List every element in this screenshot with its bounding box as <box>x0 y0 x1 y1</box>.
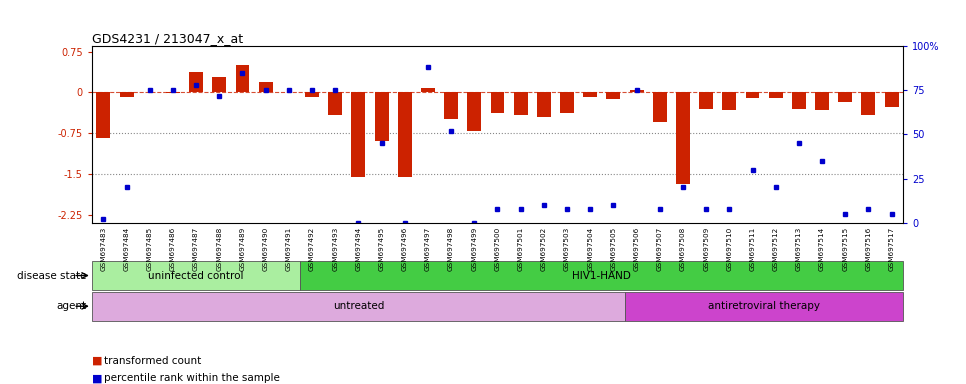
Bar <box>607 92 620 99</box>
Text: GSM697500: GSM697500 <box>495 227 500 271</box>
Text: GSM697484: GSM697484 <box>124 227 129 271</box>
Text: GSM697509: GSM697509 <box>703 227 709 271</box>
Text: GSM697495: GSM697495 <box>379 227 384 271</box>
Bar <box>653 92 667 122</box>
Text: ■: ■ <box>92 356 102 366</box>
Bar <box>259 83 272 92</box>
Text: GSM697512: GSM697512 <box>773 227 779 271</box>
Text: GSM697516: GSM697516 <box>866 227 871 271</box>
Text: GSM697515: GSM697515 <box>842 227 848 271</box>
Bar <box>625 292 903 321</box>
Text: GSM697488: GSM697488 <box>216 227 222 271</box>
Bar <box>560 92 574 113</box>
Text: GSM697504: GSM697504 <box>587 227 593 271</box>
Bar <box>92 292 625 321</box>
Text: GSM697486: GSM697486 <box>170 227 176 271</box>
Bar <box>514 92 527 115</box>
Text: antiretroviral therapy: antiretroviral therapy <box>708 301 820 311</box>
Bar <box>421 88 435 92</box>
Text: GSM697514: GSM697514 <box>819 227 825 271</box>
Text: GSM697513: GSM697513 <box>796 227 802 271</box>
Text: GSM697496: GSM697496 <box>402 227 408 271</box>
Text: GSM697493: GSM697493 <box>332 227 338 271</box>
Bar <box>398 92 412 177</box>
Bar <box>92 261 300 290</box>
Bar <box>746 92 759 98</box>
Bar <box>375 92 388 141</box>
Text: GSM697494: GSM697494 <box>355 227 361 271</box>
Bar <box>305 92 319 97</box>
Bar <box>120 92 133 97</box>
Bar <box>328 92 342 115</box>
Bar <box>885 92 898 108</box>
Text: GSM697511: GSM697511 <box>750 227 755 271</box>
Text: GSM697487: GSM697487 <box>193 227 199 271</box>
Text: GSM697502: GSM697502 <box>541 227 547 271</box>
Bar <box>213 77 226 92</box>
Bar <box>723 92 736 110</box>
Bar <box>792 92 806 109</box>
Text: GSM697497: GSM697497 <box>425 227 431 271</box>
Text: GSM697491: GSM697491 <box>286 227 292 271</box>
Text: GDS4231 / 213047_x_at: GDS4231 / 213047_x_at <box>92 32 242 45</box>
Text: GSM697510: GSM697510 <box>726 227 732 271</box>
Text: percentile rank within the sample: percentile rank within the sample <box>104 373 280 383</box>
Text: GSM697517: GSM697517 <box>889 227 895 271</box>
Text: disease state: disease state <box>17 270 87 281</box>
Text: untreated: untreated <box>332 301 384 311</box>
Text: GSM697489: GSM697489 <box>240 227 245 271</box>
Bar <box>352 92 365 177</box>
Text: GSM697485: GSM697485 <box>147 227 153 271</box>
Text: transformed count: transformed count <box>104 356 202 366</box>
Bar <box>862 92 875 115</box>
Text: GSM697506: GSM697506 <box>634 227 639 271</box>
Bar <box>236 65 249 92</box>
Bar <box>97 92 110 139</box>
Bar <box>699 92 713 109</box>
Text: HIV1-HAND: HIV1-HAND <box>573 270 631 281</box>
Bar <box>537 92 551 117</box>
Text: GSM697508: GSM697508 <box>680 227 686 271</box>
Bar <box>630 90 643 92</box>
Text: GSM697483: GSM697483 <box>100 227 106 271</box>
Bar <box>468 92 481 131</box>
Text: GSM697507: GSM697507 <box>657 227 663 271</box>
Text: uninfected control: uninfected control <box>149 270 243 281</box>
Bar <box>815 92 829 110</box>
Text: GSM697490: GSM697490 <box>263 227 269 271</box>
Text: agent: agent <box>57 301 87 311</box>
Text: ■: ■ <box>92 373 102 383</box>
Bar <box>189 72 203 92</box>
Bar <box>491 92 504 113</box>
Bar <box>583 92 597 97</box>
Bar <box>444 92 458 119</box>
Bar <box>166 92 180 93</box>
Bar <box>838 92 852 102</box>
Bar <box>300 261 903 290</box>
Text: GSM697498: GSM697498 <box>448 227 454 271</box>
Bar <box>769 92 782 98</box>
Text: GSM697501: GSM697501 <box>518 227 524 271</box>
Text: GSM697492: GSM697492 <box>309 227 315 271</box>
Text: GSM697505: GSM697505 <box>611 227 616 271</box>
Text: GSM697499: GSM697499 <box>471 227 477 271</box>
Text: GSM697503: GSM697503 <box>564 227 570 271</box>
Bar <box>676 92 690 184</box>
